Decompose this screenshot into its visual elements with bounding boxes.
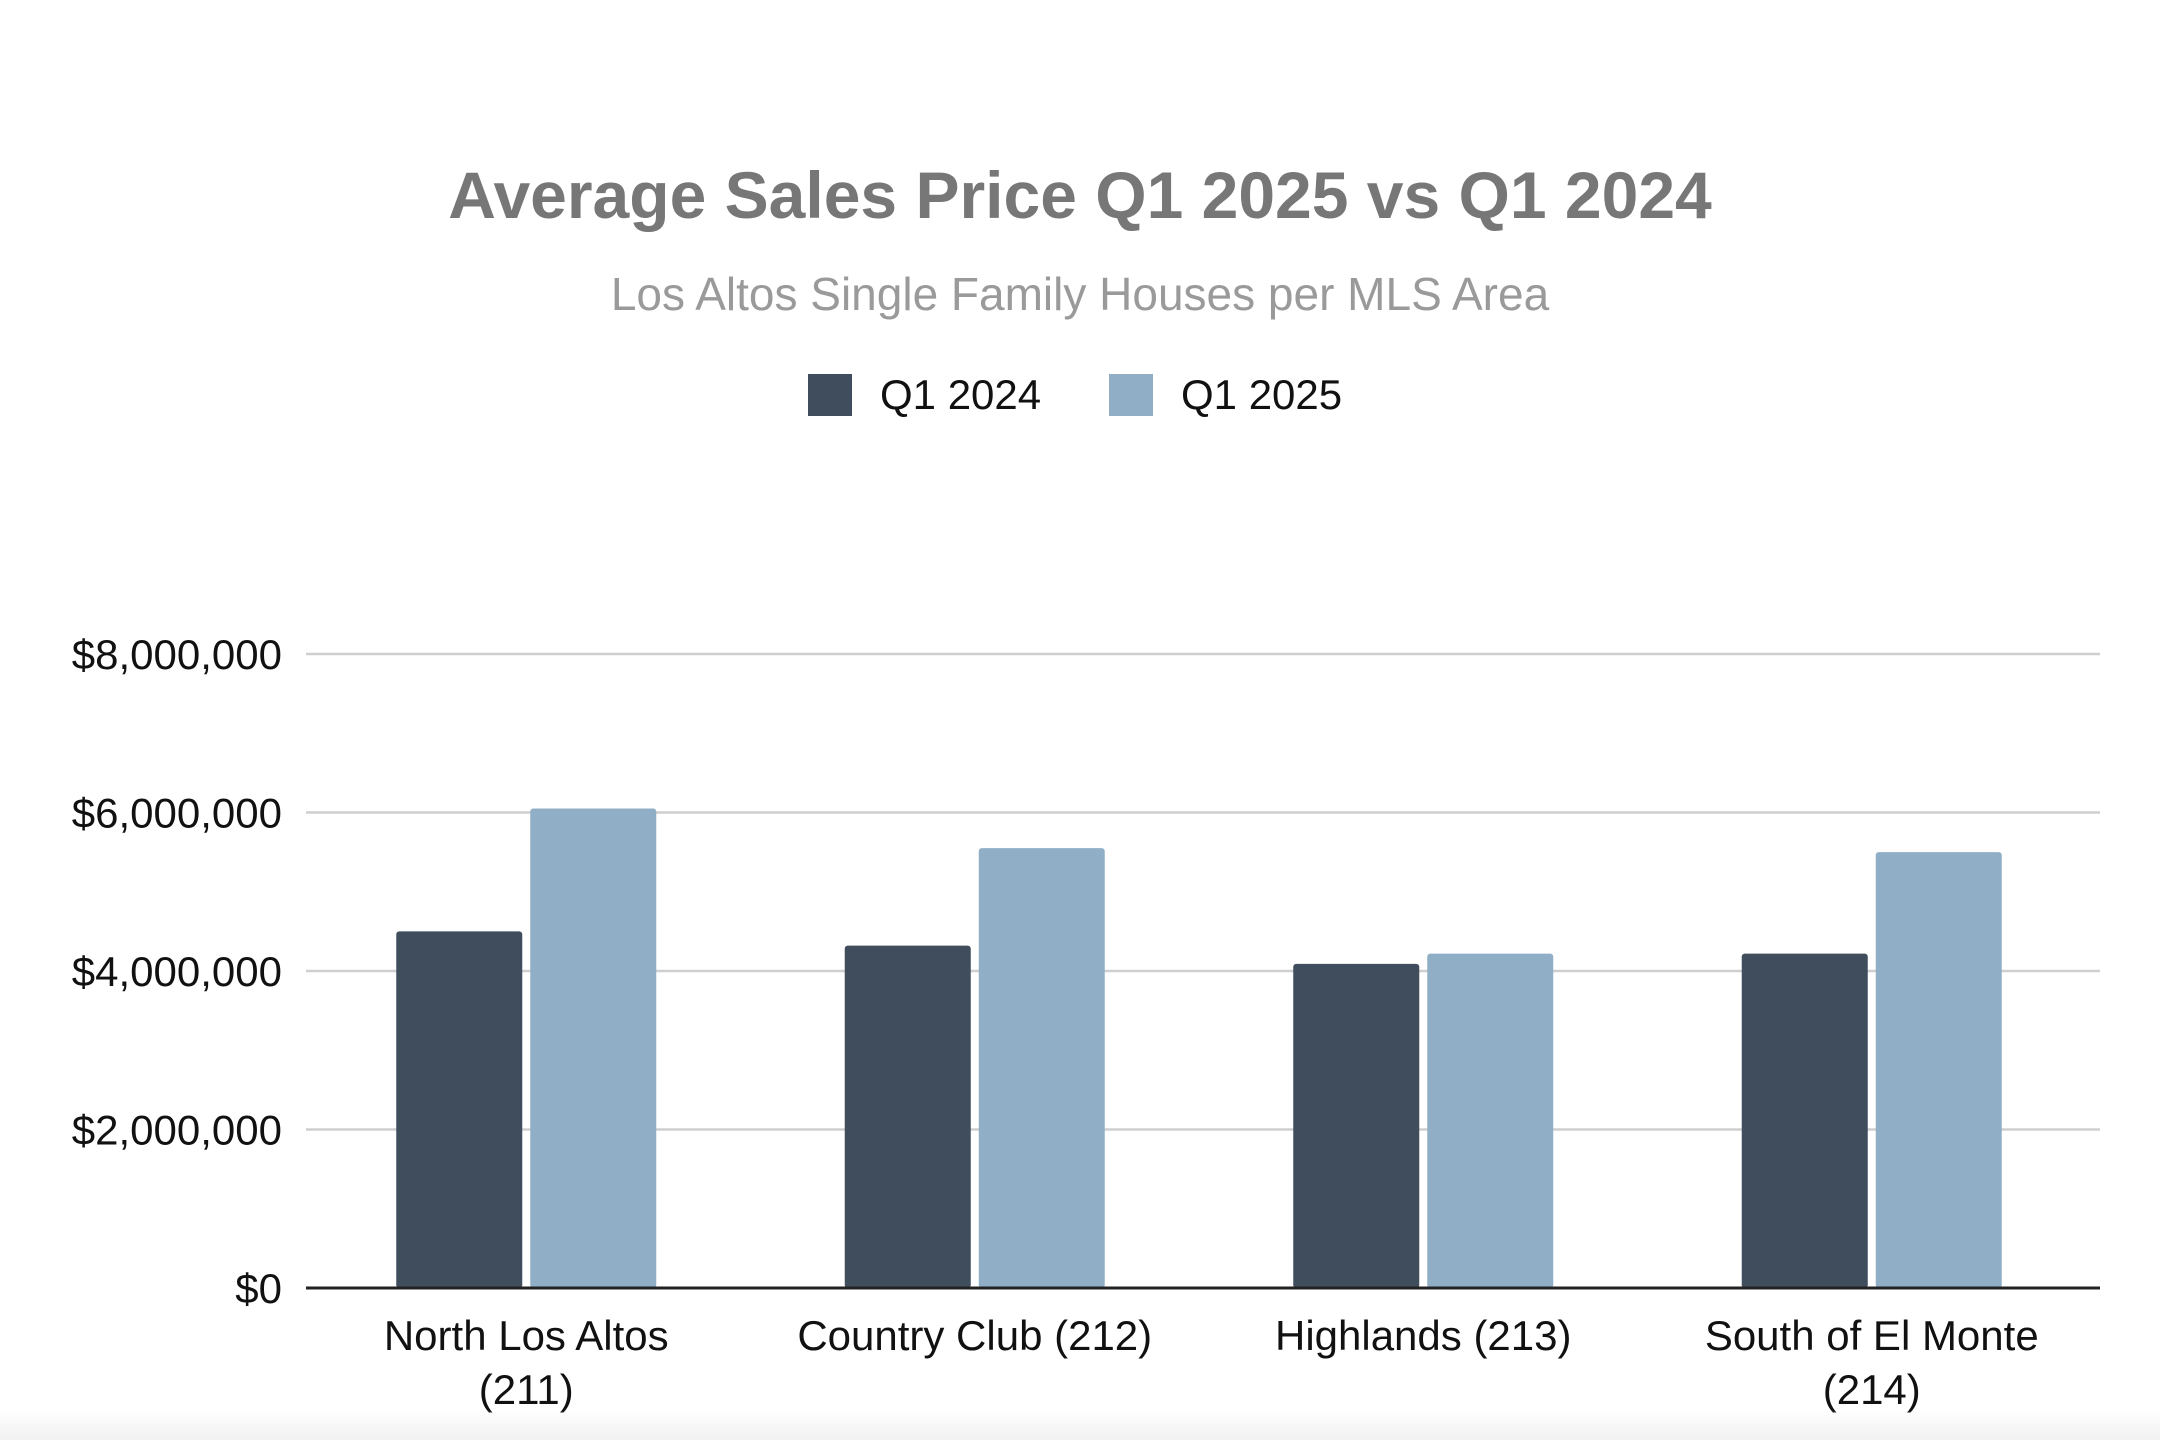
x-tick-label: Country Club (212) — [797, 1312, 1152, 1359]
chart-title: Average Sales Price Q1 2025 vs Q1 2024 — [448, 158, 1712, 232]
chart-subtitle: Los Altos Single Family Houses per MLS A… — [611, 268, 1550, 320]
bar-q1-2024-cat-1 — [396, 931, 523, 1288]
x-tick-label: Highlands (213) — [1275, 1312, 1572, 1359]
bar-q1-2025-cat-3 — [1427, 953, 1554, 1288]
y-tick-label: $0 — [235, 1265, 282, 1312]
bar-q1-2025-cat-4 — [1875, 852, 2002, 1288]
y-axis-ticks: $0 $2,000,000 $4,000,000 $6,000,000 $8,000,0… — [72, 631, 282, 1312]
x-tick-label: North Los Altos — [384, 1312, 669, 1359]
y-tick-label: $4,000,000 — [72, 948, 282, 995]
bar-q1-2025-cat-2 — [978, 848, 1105, 1288]
x-tick-label: (214) — [1823, 1366, 1921, 1413]
bars — [396, 808, 2002, 1288]
y-tick-label: $6,000,000 — [72, 790, 282, 837]
y-tick-label: $8,000,000 — [72, 631, 282, 678]
legend-swatch-1 — [808, 374, 852, 416]
legend: Q1 2024 Q1 2025 — [808, 371, 1342, 418]
x-tick-label: (211) — [479, 1366, 574, 1413]
bar-q1-2024-cat-3 — [1293, 963, 1420, 1288]
legend-swatch-2 — [1109, 374, 1153, 416]
bar-q1-2024-cat-4 — [1741, 953, 1868, 1288]
bar-q1-2025-cat-1 — [530, 808, 657, 1288]
legend-label-2: Q1 2025 — [1181, 371, 1342, 418]
x-tick-label: South of El Monte — [1705, 1312, 2039, 1359]
legend-label-1: Q1 2024 — [880, 371, 1041, 418]
bottom-shade — [0, 1410, 2160, 1440]
bar-q1-2024-cat-2 — [844, 945, 971, 1288]
x-axis-labels: North Los Altos (211) Country Club (212) Hi… — [384, 1312, 2039, 1413]
y-tick-label: $2,000,000 — [72, 1107, 282, 1154]
